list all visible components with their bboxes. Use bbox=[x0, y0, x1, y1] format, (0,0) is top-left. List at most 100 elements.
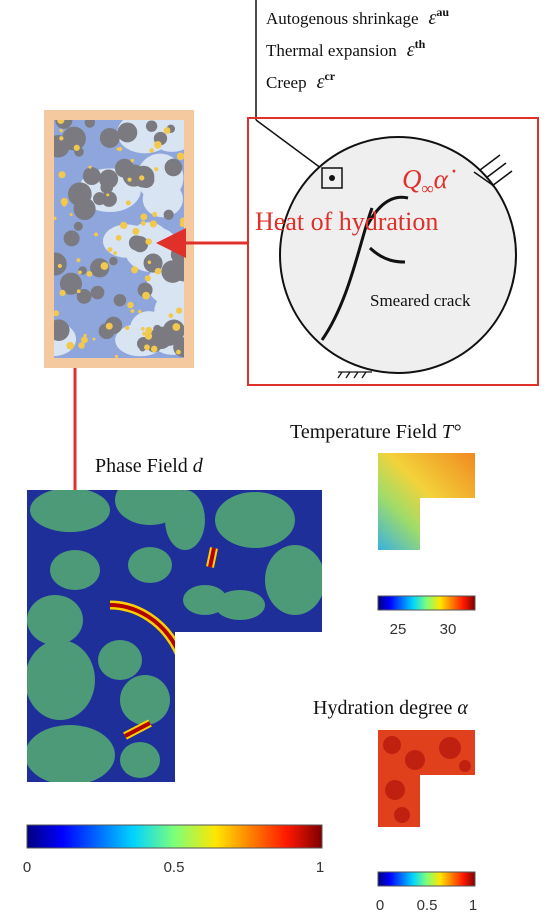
cement-grain bbox=[120, 222, 127, 229]
material-point-dot bbox=[329, 175, 335, 181]
strain-label: Thermal expansion bbox=[266, 41, 397, 60]
cement-grain bbox=[78, 342, 84, 348]
heat-label: Heat of hydration bbox=[255, 207, 438, 236]
aggregate bbox=[109, 257, 117, 265]
strain-sup: th bbox=[415, 37, 426, 51]
aggregate bbox=[120, 675, 170, 725]
cement-grain bbox=[101, 262, 109, 270]
hydration-colorbar bbox=[378, 872, 475, 886]
colorbar-tick: 1 bbox=[469, 897, 477, 914]
cement-grain bbox=[108, 247, 113, 252]
phase-title-text: Phase Field bbox=[95, 455, 188, 477]
aggregate bbox=[91, 286, 105, 300]
aggregate bbox=[114, 294, 127, 307]
cement-grain bbox=[84, 334, 87, 337]
temperature-title-text: Temperature Field bbox=[290, 421, 437, 443]
cement-grain bbox=[131, 159, 134, 162]
aggregate bbox=[93, 192, 106, 205]
domain-circle bbox=[280, 137, 516, 373]
aggregate bbox=[30, 488, 110, 532]
aggregate bbox=[215, 492, 295, 548]
aggregate bbox=[146, 121, 157, 132]
cement-grain bbox=[58, 264, 62, 268]
aggregate bbox=[27, 595, 83, 645]
cement-grain bbox=[131, 266, 138, 273]
cement-grain bbox=[92, 338, 95, 341]
strain-symbol: ε bbox=[317, 71, 325, 93]
aggregate bbox=[99, 170, 118, 189]
support bbox=[338, 372, 372, 378]
cement-grain bbox=[150, 220, 157, 227]
phase-symbol: d bbox=[193, 455, 204, 477]
cement-grain bbox=[151, 346, 158, 353]
temperature-symbol: T° bbox=[442, 421, 461, 443]
load-sub: ∞ bbox=[422, 179, 434, 198]
cement-grain bbox=[131, 309, 135, 313]
cement-grain bbox=[106, 323, 113, 330]
cement-grain bbox=[164, 127, 171, 134]
cement-grain bbox=[59, 290, 65, 296]
cement-grain bbox=[148, 260, 152, 264]
cement-grain bbox=[152, 212, 157, 217]
cement-grain bbox=[74, 145, 80, 151]
aggregate bbox=[83, 167, 101, 185]
strain-label: Autogenous shrinkage bbox=[266, 9, 419, 28]
cement-grain bbox=[117, 147, 120, 150]
aggregate bbox=[68, 182, 92, 206]
cement-grain bbox=[145, 332, 152, 339]
colorbar-tick: 25 bbox=[390, 621, 407, 638]
aggregate bbox=[25, 725, 115, 785]
strain-item: Thermal expansion εth bbox=[266, 37, 426, 61]
colorbar-tick: 0 bbox=[23, 859, 31, 876]
cement-grain bbox=[141, 327, 145, 331]
cement-grain bbox=[142, 292, 150, 300]
hydration-title-text: Hydration degree bbox=[313, 697, 453, 719]
cement-grain bbox=[145, 238, 152, 245]
hydration-symbol: α bbox=[457, 697, 468, 719]
cement-grain bbox=[155, 268, 162, 275]
aggregate bbox=[117, 123, 137, 143]
cement-grain bbox=[154, 141, 162, 149]
cement-grain bbox=[106, 193, 109, 196]
cement-grain bbox=[127, 178, 131, 182]
cement-grain bbox=[127, 302, 134, 309]
cement-grain bbox=[132, 228, 139, 235]
cement-grain bbox=[139, 175, 144, 180]
hydration-title: Hydration degree α bbox=[313, 697, 468, 719]
cement-grain bbox=[76, 258, 80, 262]
aggregate bbox=[265, 545, 325, 615]
colorbar-tick: 0.5 bbox=[164, 859, 185, 876]
strain-sup: au bbox=[436, 5, 449, 19]
cement-grain bbox=[70, 213, 73, 216]
strain-symbol: ε bbox=[407, 39, 415, 61]
cement-grain bbox=[66, 342, 74, 350]
strain-list: Autogenous shrinkage ε au Thermal expansion… bbox=[266, 5, 449, 93]
aggregate bbox=[164, 210, 174, 220]
cement-grain bbox=[169, 313, 174, 318]
cement-grain bbox=[115, 355, 118, 358]
phase-field-map bbox=[25, 475, 325, 785]
cement-grain bbox=[172, 323, 180, 331]
strain-sup: cr bbox=[324, 69, 335, 83]
colorbar-tick: 30 bbox=[440, 621, 457, 638]
aggregate bbox=[128, 547, 172, 583]
strain-label: Creep bbox=[266, 73, 307, 92]
cement-grain bbox=[144, 344, 150, 350]
cement-grain bbox=[145, 275, 151, 281]
cement-grain bbox=[126, 200, 131, 205]
colorbar-tick: 1 bbox=[316, 859, 324, 876]
temperature-colorbar bbox=[378, 596, 475, 610]
cement-grain bbox=[138, 310, 142, 314]
phase-colorbar bbox=[27, 825, 322, 848]
cement-grain bbox=[125, 326, 129, 330]
cement-grain bbox=[140, 213, 147, 220]
cement-grain bbox=[176, 307, 182, 313]
cement-grain bbox=[176, 350, 181, 355]
cement-grain bbox=[87, 271, 93, 277]
cement-grain bbox=[94, 232, 98, 236]
aggregate bbox=[74, 222, 83, 231]
figure: Autogenous shrinkage ε au Thermal expansion… bbox=[0, 0, 545, 918]
cement-grain bbox=[154, 167, 158, 171]
temperature-map bbox=[378, 453, 475, 550]
